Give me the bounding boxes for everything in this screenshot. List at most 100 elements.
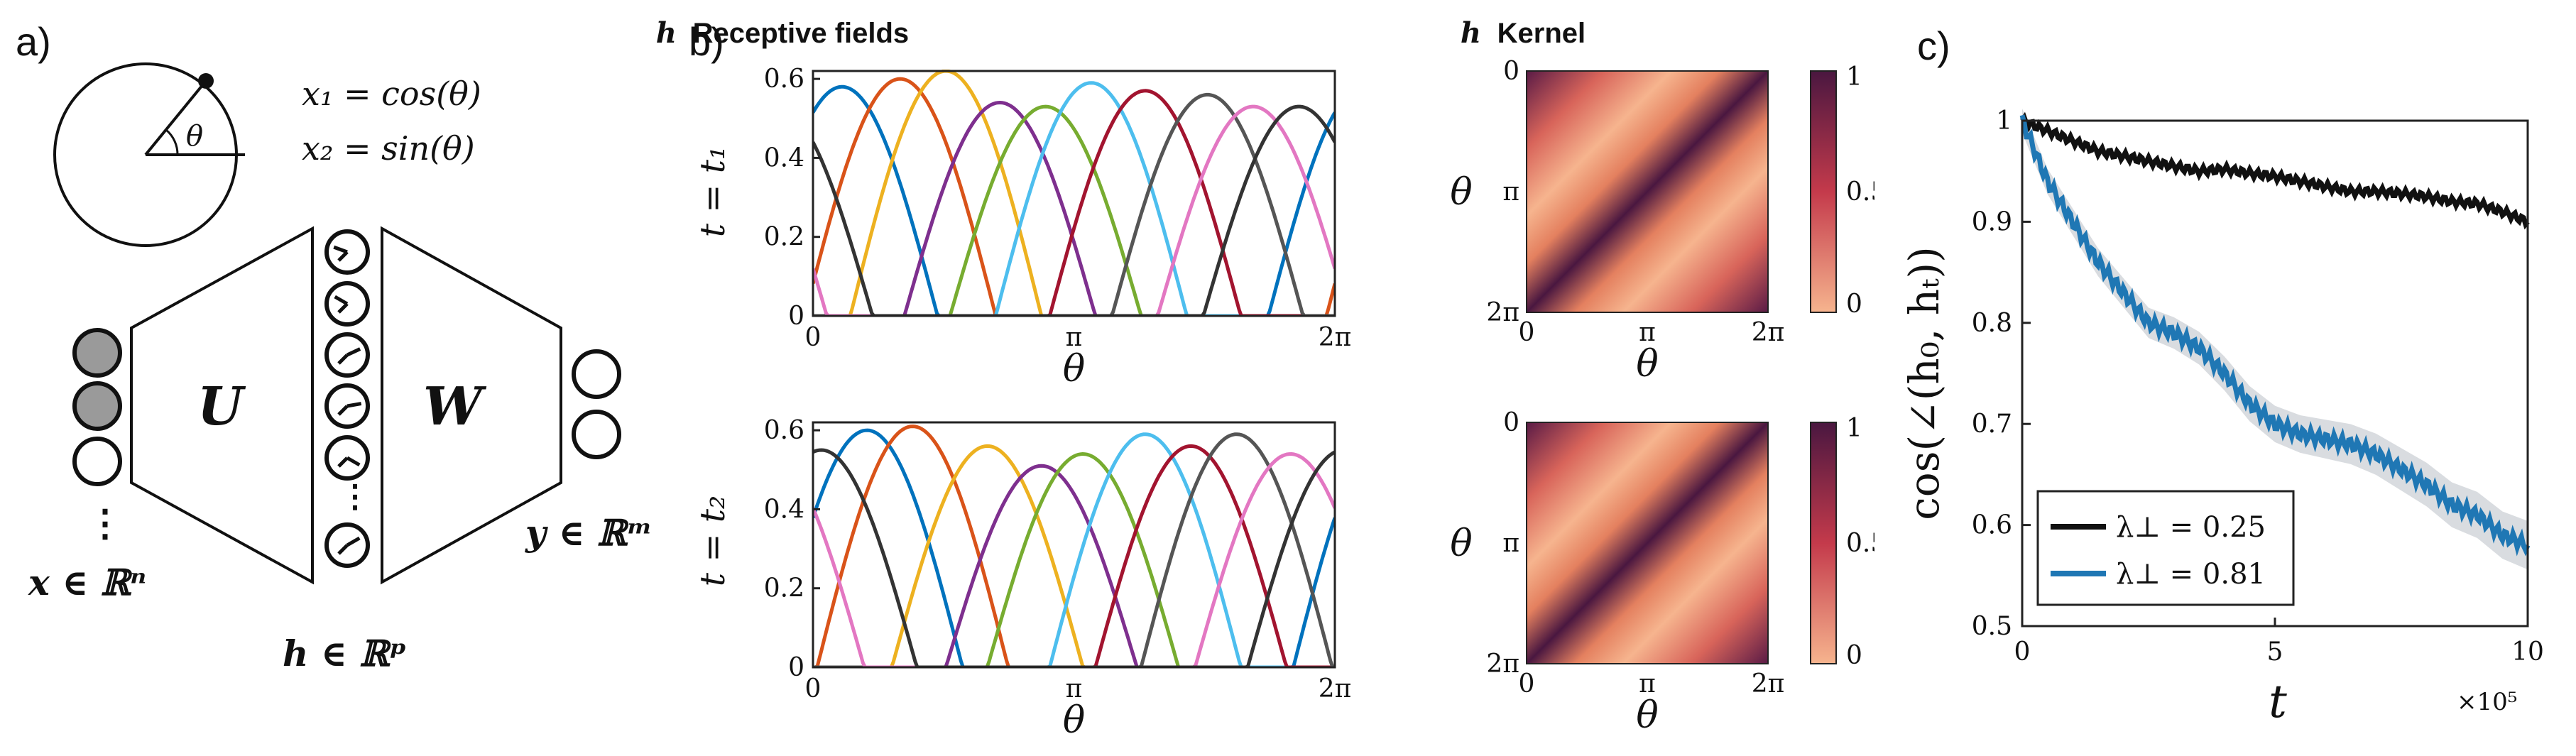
colorbar [1810,70,1837,313]
kernel-frame [1526,70,1769,313]
rf-ytick-label: 0.4 [764,143,804,172]
cos-x-multiplier: ×10⁵ [2457,688,2517,716]
rf-xtick-label: 2π [1319,323,1352,352]
rf-curve-1 [813,428,1335,667]
kernel-ytick-label: 0 [1503,408,1519,437]
hidden-unit-hand-1 [333,245,348,254]
theta-radius [144,80,207,156]
rf-curve-7 [813,89,1335,316]
kernel-xtick-label: π [1639,669,1656,699]
panel-letter-c: c) [1917,23,1950,68]
U-block [130,226,314,585]
hidden-dots: ⋮ [339,478,371,515]
rf-axes-box [812,421,1336,669]
rf-xlabel: θ [1063,699,1085,742]
input-dots: ⋮ [87,502,124,545]
cos-xtick-label: 10 [2511,637,2544,667]
cos-legend: λ⊥ = 0.25 λ⊥ = 0.81 [2036,490,2295,606]
kernel-title-h: h [1461,16,1481,50]
row-label-t2: t = t₂ [693,495,733,587]
hidden-unit-hand-short-3 [337,354,349,365]
cos-series-1 [2020,111,2530,230]
rf-xtick-label: 0 [805,323,822,352]
hidden-unit-hand-4 [346,402,362,408]
rf-ytick-label: 0.4 [764,495,804,524]
kernel-xtick-label: 0 [1519,669,1535,699]
h-space-label: h ∈ ℝᵖ [283,632,407,674]
cosine-plot: 0.50.60.70.80.910 5 10λ⊥ = 0.25λ⊥ = 0.81 [1972,106,2544,667]
kernel-ytick-label: 0 [1503,57,1519,86]
input-node-1 [72,328,122,378]
colorbar-tick-label: 0.5 [1846,177,1874,207]
W-label: W [423,376,487,437]
cos-ytick-label: 0.9 [1972,207,2012,236]
cos-ytick-label: 0.7 [1972,410,2012,439]
rf-xlabel: θ [1063,348,1085,390]
hidden-unit-hand-short-4 [337,405,349,416]
theta-arc [165,128,179,155]
panel-a-diagram: a) θ x₁ = cos(θ) x₂ = sin(θ) ⋮ U ⋮ W x ∈… [16,19,653,674]
kernel-image [1527,71,1768,312]
hidden-units: ⋮ [324,229,371,568]
kernel-xlabel: θ [1636,343,1658,385]
rf-curve-3 [813,70,1335,316]
rf-curve-2 [813,77,1335,316]
input-node-2 [72,381,122,431]
output-node-2 [572,410,621,459]
output-node-1 [572,349,621,399]
rf-ytick-label: 0.2 [764,223,804,252]
rf-curve-6 [813,432,1335,667]
cos-ytick-label: 0.6 [1972,511,2012,540]
colorbar-tick-label: 0.5 [1846,529,1874,558]
rf-ytick-label: 0.6 [764,416,804,445]
rf-ytick-label: 0.6 [764,65,804,94]
rf-ytick-label: 0 [788,302,804,331]
blue-series-band [2022,108,2528,570]
rf-ytick-label: 0 [788,653,804,682]
equation-x1: x₁ = cos(θ) [302,75,481,113]
rf-curve-9 [813,104,1335,316]
panel-b: b) h Receptive fields h Kernel t = t₁ t … [656,16,1874,742]
kernel-image [1527,422,1768,664]
kernel-title-text: Kernel [1497,18,1586,49]
circle-point [198,73,214,89]
cos-xlabel: t [2269,676,2287,728]
rf-title-text: Receptive fields [693,18,910,49]
kernel-ytick-label: π [1502,177,1519,207]
rf-axes-box [812,70,1336,317]
colorbar-tick-label: 0 [1846,290,1862,319]
rf-xtick-label: π [1066,674,1083,703]
equation-x2: x₂ = sin(θ) [302,129,475,168]
kernel-xtick-label: 2π [1752,669,1785,699]
cos-ytick-label: 0.5 [1972,612,2012,641]
colorbar-tick-label: 1 [1846,414,1862,443]
rf-title-h: h [656,16,677,50]
panel-c: c) 0.50.60.70.80.910 5 10λ⊥ = 0.25λ⊥ = 0.8… [1900,23,2544,728]
rf-curve-1 [813,84,1335,316]
panel-letter-b: b) [689,19,724,64]
colorbar [1810,422,1837,664]
rf-curve-8 [813,432,1335,667]
rf-xtick-label: π [1066,323,1083,352]
hidden-unit-hand-short-6 [337,544,349,555]
kernel-xtick-label: 0 [1519,318,1535,347]
kernel-xtick-label: π [1639,318,1656,347]
kernel-ylabel: θ [1450,522,1472,565]
rf-curve-5 [813,104,1335,316]
rf-curve-8 [813,92,1335,316]
cos-xtick-label: 0 [2014,637,2031,667]
cos-ytick-label: 0.8 [1972,309,2012,338]
rf-xtick-label: 0 [805,674,822,703]
rf-curve-10 [813,104,1335,316]
kernel-title: h Kernel [1461,16,1586,50]
hidden-unit-hand-3 [346,347,361,357]
kernel-xlabel: θ [1636,694,1658,737]
legend-box [2036,490,2295,606]
rf-curve-4 [813,464,1335,667]
kernel-xtick-label: 2π [1752,318,1785,347]
rf-curves-1 [813,70,1335,316]
U-label: U [197,376,246,437]
rf-title: h Receptive fields [656,16,909,50]
cos-ylabel: cos(∠(h₀, hₜ)) [1900,246,1948,520]
